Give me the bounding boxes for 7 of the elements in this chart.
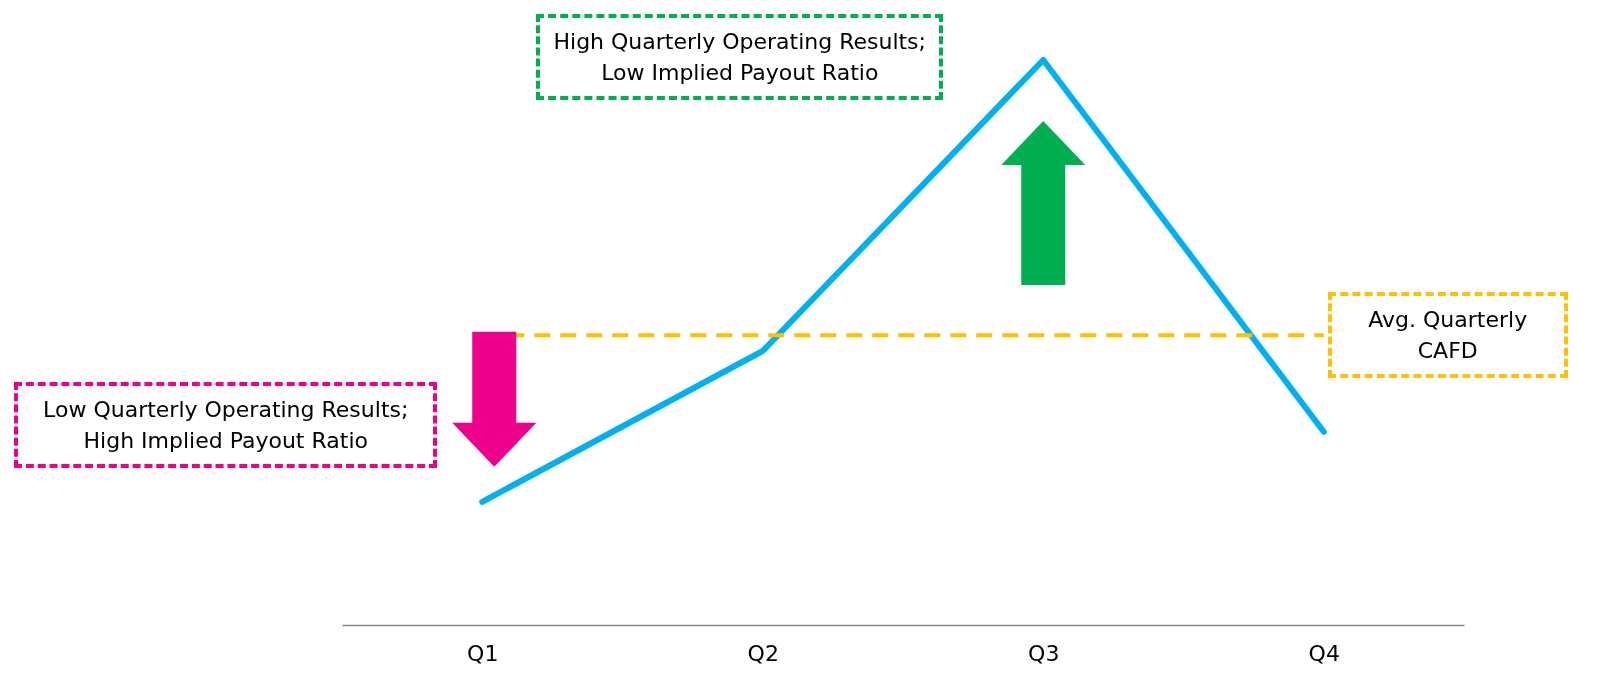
x-tick-label: Q2: [747, 640, 779, 666]
ref-line-label: Avg. Quarterly CAFD: [1327, 292, 1568, 379]
x-tick-label: Q4: [1308, 640, 1340, 666]
text: Low Quarterly Operating Results; High Implied Payout Ratio: [14, 381, 438, 468]
x-tick-label: Q3: [1028, 640, 1060, 666]
annotation: High Quarterly Operating Results; Low Implied Payout Ratio: [536, 14, 944, 100]
x-tick-label: Q1: [467, 640, 499, 666]
